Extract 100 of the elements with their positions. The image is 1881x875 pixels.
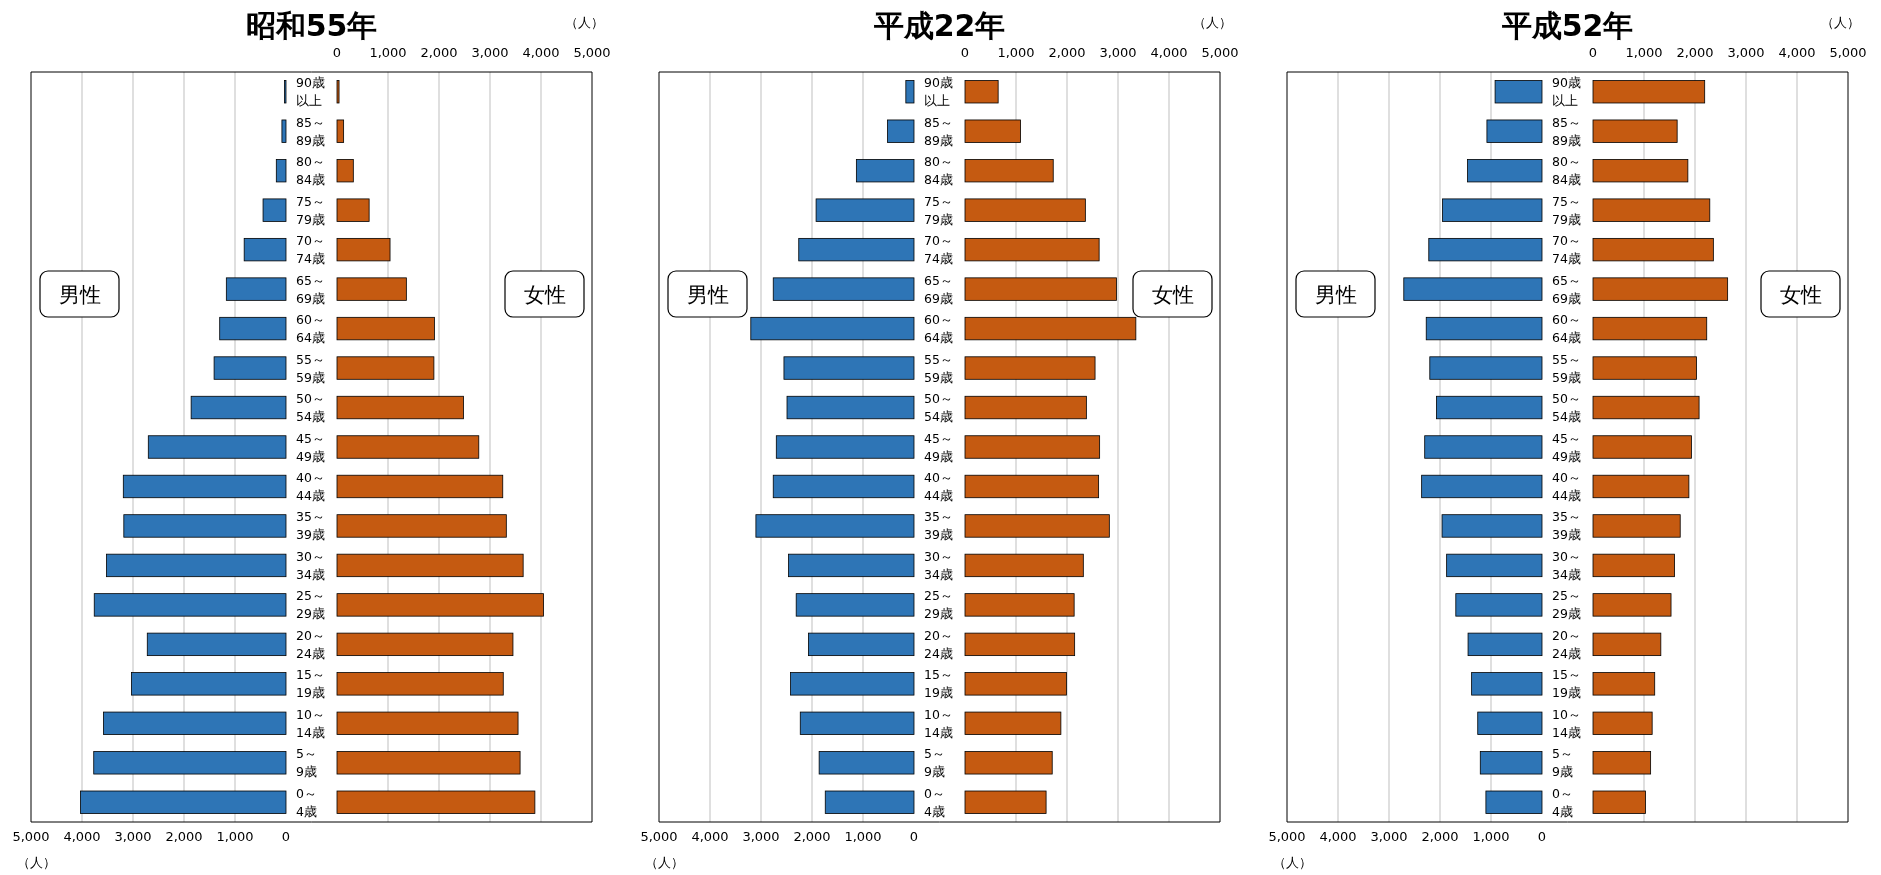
bar xyxy=(262,198,287,222)
x-tick-label: 3,000 xyxy=(1727,45,1765,60)
y-tick-label: 70～74歳 xyxy=(296,233,325,267)
x-tick-label: 0 xyxy=(332,45,342,60)
bar xyxy=(1592,316,1708,341)
bar xyxy=(772,277,915,301)
y-tick-label: 50～54歳 xyxy=(924,391,953,425)
bar xyxy=(1592,672,1656,696)
bar xyxy=(815,198,915,222)
bar xyxy=(964,395,1087,420)
x-tick-label: 1,000 xyxy=(997,45,1035,60)
y-tick-label: 80～84歳 xyxy=(1552,154,1581,188)
x-tick-label: 3,000 xyxy=(114,829,152,844)
y-tick-label: 35～39歳 xyxy=(924,509,953,543)
y-tick-label: 10～14歳 xyxy=(1552,706,1581,740)
bar xyxy=(905,80,915,104)
bar xyxy=(1436,395,1543,420)
x-tick-label: 2,000 xyxy=(1048,45,1086,60)
x-tick-label: 1,000 xyxy=(369,45,407,60)
y-tick-label: 45～49歳 xyxy=(924,430,953,464)
bar xyxy=(146,632,287,657)
y-tick-label: 30～34歳 xyxy=(1552,548,1581,582)
bar xyxy=(1455,593,1543,617)
bar xyxy=(818,751,915,775)
bar xyxy=(1486,119,1543,143)
bar xyxy=(1442,198,1543,222)
series-label: 女性 xyxy=(1151,283,1194,307)
bar xyxy=(1403,277,1543,301)
x-tick-label: 4,000 xyxy=(63,829,101,844)
bar xyxy=(106,553,287,578)
bar xyxy=(336,553,524,578)
x-axis-title: （人） xyxy=(644,855,684,870)
bar xyxy=(336,790,536,814)
bar xyxy=(964,751,1053,775)
bar xyxy=(964,514,1110,538)
y-tick-label: 65～69歳 xyxy=(1552,272,1581,306)
bar xyxy=(336,711,519,735)
text: 男性 xyxy=(1314,283,1357,307)
bar xyxy=(190,395,287,420)
bar xyxy=(1592,790,1646,814)
bar xyxy=(964,198,1086,222)
bar xyxy=(336,159,354,183)
bar xyxy=(336,198,370,222)
x-tick-label: 4,000 xyxy=(691,829,729,844)
bar xyxy=(1592,237,1714,262)
x-tick-label: 4,000 xyxy=(1150,45,1188,60)
bar xyxy=(336,277,407,301)
bar xyxy=(964,119,1021,143)
y-tick-label: 50～54歳 xyxy=(296,391,325,425)
bar xyxy=(219,316,287,341)
bar xyxy=(795,593,915,617)
y-tick-label: 5～9歳 xyxy=(1552,746,1573,780)
chart-title: 平成22年 xyxy=(872,8,1006,43)
bar xyxy=(1592,751,1652,775)
bar xyxy=(964,632,1076,657)
x-axis-title: （人） xyxy=(1272,855,1312,870)
x-tick-label: 2,000 xyxy=(420,45,458,60)
bar xyxy=(964,159,1054,183)
y-tick-label: 5～9歳 xyxy=(924,746,945,780)
bar xyxy=(80,790,287,814)
y-tick-label: 25～29歳 xyxy=(924,588,953,622)
y-tick-label: 85～89歳 xyxy=(1552,114,1581,148)
y-tick-label: 15～19歳 xyxy=(924,667,953,701)
bar xyxy=(783,356,915,380)
bar xyxy=(964,237,1100,262)
y-tick-label: 75～79歳 xyxy=(924,193,953,227)
x-tick-label: 0 xyxy=(1588,45,1598,60)
bar xyxy=(336,356,435,380)
x-tick-label: 0 xyxy=(1537,829,1547,844)
bar xyxy=(336,119,345,143)
y-tick-label: 15～19歳 xyxy=(1552,667,1581,701)
bar xyxy=(1485,790,1543,814)
bar xyxy=(1424,435,1543,459)
bar xyxy=(1592,198,1711,222)
y-tick-label: 25～29歳 xyxy=(296,588,325,622)
y-tick-label: 85～89歳 xyxy=(924,114,953,148)
x-tick-label: 5,000 xyxy=(1201,45,1239,60)
bar xyxy=(131,672,287,696)
y-tick-label: 55～59歳 xyxy=(1552,351,1581,385)
bar xyxy=(1592,711,1653,735)
bar xyxy=(336,435,480,459)
bar xyxy=(147,435,287,459)
y-tick-label: 55～59歳 xyxy=(296,351,325,385)
bar xyxy=(336,80,340,104)
bar xyxy=(964,435,1101,459)
x-axis-title: （人） xyxy=(564,15,604,30)
bar xyxy=(1471,672,1543,696)
y-tick-label: 0～4歳 xyxy=(296,785,317,819)
bar xyxy=(1592,395,1700,420)
text: 男性 xyxy=(58,283,101,307)
y-tick-label: 90歳以上 xyxy=(1552,75,1581,109)
x-tick-label: 0 xyxy=(960,45,970,60)
y-tick-label: 25～29歳 xyxy=(1552,588,1581,622)
y-tick-label: 0～4歳 xyxy=(924,785,945,819)
y-tick-label: 90歳以上 xyxy=(924,75,953,109)
y-tick-label: 90歳以上 xyxy=(296,75,325,109)
y-tick-label: 35～39歳 xyxy=(296,509,325,543)
y-tick-label: 10～14歳 xyxy=(296,706,325,740)
y-tick-label: 65～69歳 xyxy=(924,272,953,306)
x-tick-label: 2,000 xyxy=(165,829,203,844)
